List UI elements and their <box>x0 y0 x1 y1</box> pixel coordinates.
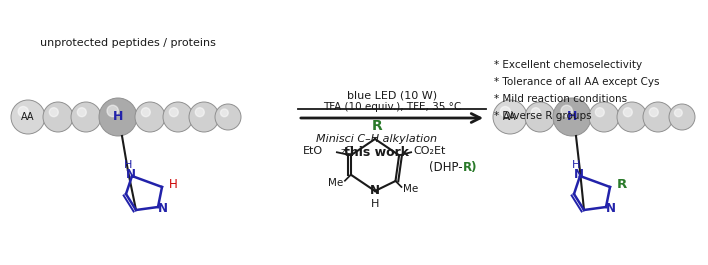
Text: Me: Me <box>328 178 343 188</box>
Circle shape <box>107 105 118 117</box>
Text: N: N <box>606 201 616 214</box>
Circle shape <box>623 108 632 117</box>
Circle shape <box>675 109 683 117</box>
Text: AA: AA <box>503 112 517 122</box>
Text: * Tolerance of all AA except Cys: * Tolerance of all AA except Cys <box>494 77 659 87</box>
Text: H: H <box>567 111 577 123</box>
Circle shape <box>163 102 193 132</box>
Circle shape <box>169 108 178 117</box>
Circle shape <box>11 100 45 134</box>
Text: TFA (10 equiv.), TFE, 35 °C: TFA (10 equiv.), TFE, 35 °C <box>323 102 461 112</box>
Text: blue LED (10 W): blue LED (10 W) <box>347 90 437 100</box>
Text: N: N <box>370 183 380 197</box>
Text: * Diverse R groups: * Diverse R groups <box>494 111 592 121</box>
Text: EtO: EtO <box>303 146 323 156</box>
Text: (DHP-: (DHP- <box>429 161 462 174</box>
Text: R): R) <box>463 161 477 174</box>
Text: N: N <box>158 201 168 214</box>
Circle shape <box>553 98 591 136</box>
Circle shape <box>493 100 527 134</box>
Circle shape <box>18 107 28 117</box>
Circle shape <box>43 102 73 132</box>
Text: AA: AA <box>21 112 35 122</box>
Text: Me: Me <box>404 184 418 194</box>
Text: N: N <box>126 167 136 180</box>
Circle shape <box>561 105 572 117</box>
Text: Minisci C–H alkylation: Minisci C–H alkylation <box>316 134 438 144</box>
Circle shape <box>215 104 241 130</box>
Circle shape <box>531 108 540 117</box>
Circle shape <box>195 108 205 117</box>
Circle shape <box>99 98 137 136</box>
Circle shape <box>71 102 101 132</box>
Circle shape <box>142 108 150 117</box>
Text: H: H <box>124 160 132 170</box>
Text: H: H <box>169 179 178 192</box>
Text: CO₂Et: CO₂Et <box>413 146 445 156</box>
Circle shape <box>525 102 555 132</box>
Circle shape <box>50 108 58 117</box>
Text: ₂C: ₂C <box>341 146 353 156</box>
Text: H: H <box>113 111 123 123</box>
Circle shape <box>189 102 219 132</box>
Circle shape <box>500 107 510 117</box>
Text: * Mild reaction conditions: * Mild reaction conditions <box>494 94 627 104</box>
Text: * Excellent chemoselectivity: * Excellent chemoselectivity <box>494 60 642 70</box>
Circle shape <box>220 109 228 117</box>
Circle shape <box>669 104 695 130</box>
Text: R: R <box>617 179 627 192</box>
Text: H: H <box>371 199 379 209</box>
Text: R: R <box>372 119 382 133</box>
Circle shape <box>595 108 605 117</box>
Circle shape <box>617 102 647 132</box>
Circle shape <box>649 108 658 117</box>
Text: this work: this work <box>345 147 409 160</box>
Circle shape <box>589 102 619 132</box>
Circle shape <box>77 108 86 117</box>
Text: unprotected peptides / proteins: unprotected peptides / proteins <box>40 38 216 48</box>
Text: N: N <box>574 167 584 180</box>
Text: H: H <box>572 160 580 170</box>
Circle shape <box>643 102 673 132</box>
Circle shape <box>135 102 165 132</box>
